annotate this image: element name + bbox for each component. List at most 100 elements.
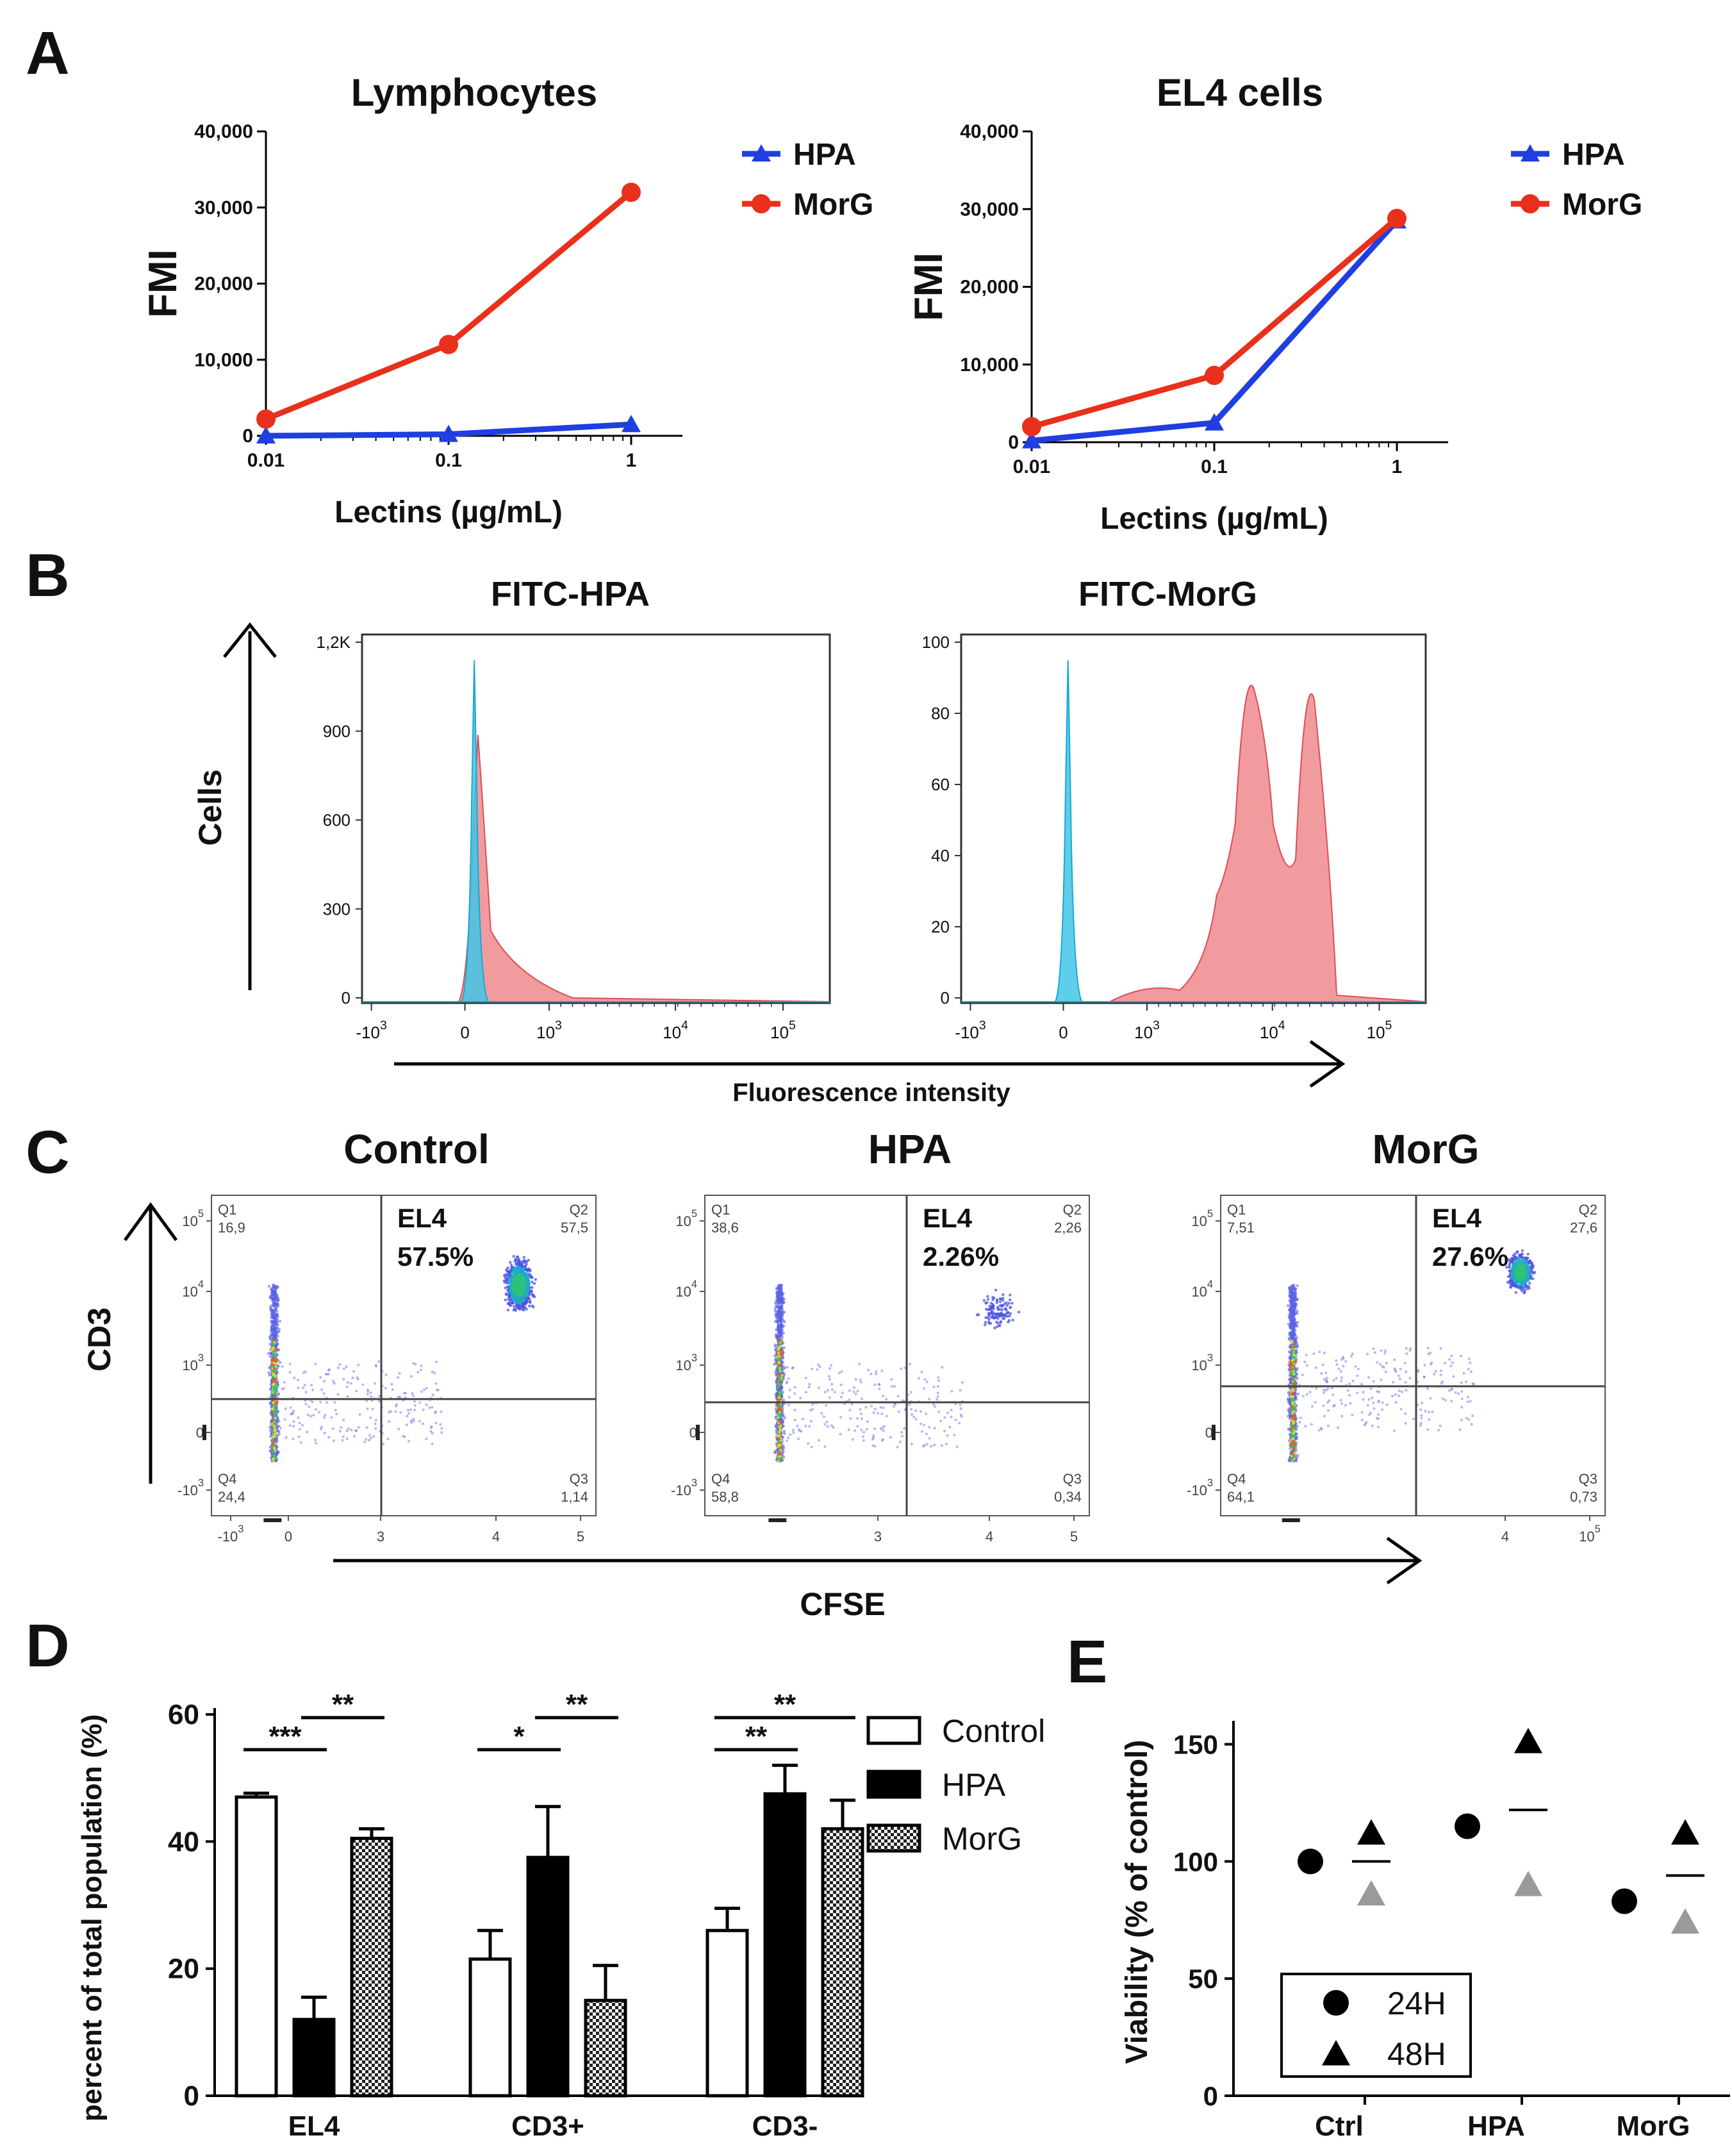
y-tick-label: 40,000 [194, 121, 253, 142]
flow-dot-cluster [1001, 1316, 1005, 1320]
flow-dot [276, 1416, 280, 1420]
flow-dot-cluster [514, 1281, 517, 1285]
flow-dot-cluster [524, 1261, 527, 1265]
flow-dot-sparse [898, 1440, 902, 1443]
flow-dot [274, 1289, 277, 1293]
flow-frame [1220, 1195, 1606, 1516]
flow-dot-cluster [520, 1261, 524, 1265]
x-tick-label-base: -10 [218, 1529, 238, 1545]
flow-dot-cluster [511, 1301, 515, 1304]
flow-dot-cluster [995, 1301, 998, 1304]
flow-dot-sparse [901, 1434, 904, 1438]
flow-dot-sparse [304, 1391, 308, 1394]
flow-dot-cluster [1007, 1302, 1010, 1305]
flow-dot-sparse [414, 1363, 417, 1366]
flow-dot-cluster [517, 1283, 520, 1286]
flow-dot-sparse [922, 1387, 925, 1390]
flow-dot-sparse [893, 1405, 896, 1408]
flow-dot [782, 1432, 786, 1436]
flow-dot-dense [777, 1379, 781, 1382]
flow-dot-sparse [431, 1432, 434, 1435]
flow-dot-sparse [796, 1424, 799, 1427]
flow-dot [270, 1320, 274, 1323]
flow-dot-cluster [520, 1278, 523, 1282]
flow-dot-sparse [374, 1382, 377, 1385]
flow-dot-sparse [293, 1376, 296, 1379]
flow-dot-sparse [787, 1404, 790, 1407]
flow-dot [268, 1401, 272, 1405]
y-tick-label: 0 [242, 426, 253, 447]
flow-dot-sparse [789, 1433, 792, 1436]
flow-dot-cluster [1017, 1310, 1021, 1314]
flow-dot-sparse [882, 1406, 885, 1409]
flow-dot-cluster [527, 1267, 531, 1270]
series-line-HPA [1031, 219, 1399, 444]
point-HPA [1022, 431, 1041, 449]
flow-dot-sparse [880, 1439, 884, 1442]
flow-dot [1292, 1317, 1296, 1320]
flow-dot-sparse [412, 1419, 415, 1422]
flow-dot-dense [272, 1382, 276, 1386]
flow-dot-dense [776, 1366, 780, 1370]
flow-dot-sparse [799, 1397, 802, 1400]
flow-dot-sparse [875, 1370, 878, 1373]
flow-dot-cluster [995, 1320, 998, 1324]
flow-dot-sparse [848, 1408, 852, 1411]
flow-dot-sparse [302, 1386, 305, 1389]
flow-dot-sparse [358, 1413, 361, 1416]
flow-dot-sparse [323, 1416, 326, 1419]
control-histogram [362, 660, 830, 1002]
flow-dot-sparse [925, 1432, 928, 1436]
flow-dot [773, 1450, 777, 1454]
flow-dot-sparse [959, 1389, 962, 1392]
flow-dot [780, 1328, 783, 1331]
flow-dot-cluster [1011, 1318, 1014, 1322]
flow-dot [267, 1284, 271, 1288]
flow-dot-sparse [366, 1407, 369, 1411]
flow-dot-sparse [881, 1395, 884, 1398]
flow-dot-sparse [791, 1429, 795, 1432]
flow-dot-sparse [816, 1368, 819, 1371]
flow-dot-sparse [859, 1378, 862, 1381]
x-tick-label-exp: 3 [1153, 1018, 1160, 1032]
flow-dot-sparse [945, 1443, 948, 1446]
flow-dot-sparse [333, 1382, 336, 1385]
flow-dot-cluster [513, 1295, 517, 1298]
flow-dot-cluster [1002, 1304, 1005, 1307]
flow-dot-sparse [811, 1403, 814, 1406]
flow-dot-sparse [407, 1412, 410, 1415]
flow-title: MorG [1372, 1126, 1479, 1172]
flow-dot-sparse [395, 1403, 398, 1406]
flow-dot-sparse [882, 1425, 886, 1428]
flow-plot-hpa: HPAQ138,6Q22,26Q30,34Q458,8EL42.26%10510… [671, 1126, 1090, 1545]
flow-dot [779, 1302, 782, 1305]
flow-dot-sparse [440, 1410, 443, 1413]
flow-dot-sparse [353, 1435, 356, 1438]
flow-dot-sparse [346, 1381, 349, 1384]
flow-dot-sparse [284, 1407, 287, 1410]
flow-dot-sparse [932, 1386, 936, 1389]
flow-dot-cluster [520, 1300, 524, 1303]
flow-dot-dense [778, 1420, 782, 1423]
flow-dot-dense [780, 1349, 784, 1353]
control-histogram [961, 660, 1426, 1002]
flow-dot-cluster [514, 1272, 517, 1276]
series-line-MorG [265, 190, 633, 422]
flow-dot-sparse [410, 1421, 413, 1424]
flow-dot-sparse [817, 1439, 820, 1442]
flow-dot-dense [776, 1434, 780, 1438]
flow-dot-cluster [993, 1326, 996, 1330]
flow-dot-cluster [511, 1286, 515, 1289]
flow-dot [270, 1299, 274, 1302]
flow-dot-sparse [925, 1443, 928, 1446]
flow-dot-dense [777, 1396, 781, 1399]
flow-dot-sparse [808, 1425, 811, 1428]
flow-dot-sparse [367, 1388, 370, 1391]
flow-dot-sparse [839, 1432, 842, 1436]
flow-dot-cluster [520, 1289, 524, 1292]
flow-dot-sparse [943, 1416, 946, 1419]
flow-dot-sparse [431, 1442, 434, 1445]
flow-dot-sparse [786, 1380, 789, 1383]
flow-dot-sparse [820, 1412, 823, 1415]
flow-dot-sparse [311, 1388, 315, 1391]
